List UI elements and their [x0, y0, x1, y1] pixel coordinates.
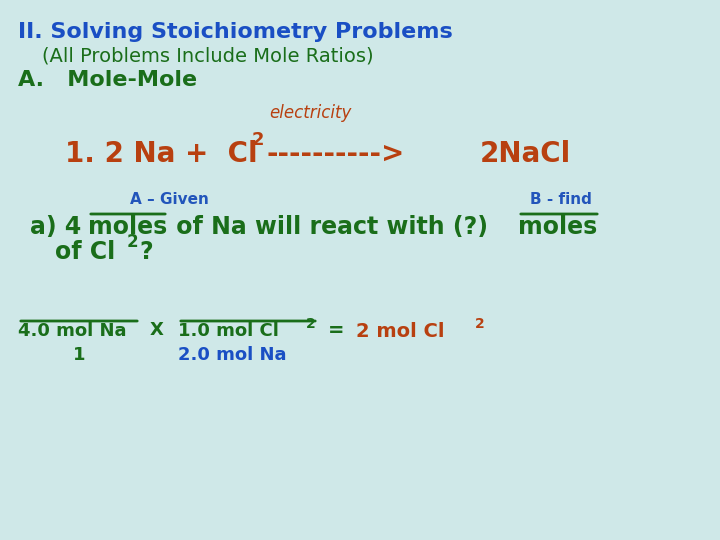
Text: B - find: B - find: [530, 192, 592, 207]
Text: 2 mol Cl: 2 mol Cl: [356, 322, 444, 341]
Text: =: =: [328, 321, 344, 340]
Text: 2: 2: [127, 233, 139, 251]
Text: 2.0 mol Na: 2.0 mol Na: [178, 346, 287, 364]
Text: of Cl: of Cl: [55, 240, 115, 264]
Text: moles: moles: [518, 215, 598, 239]
Text: 2NaCl: 2NaCl: [480, 140, 571, 168]
Text: A – Given: A – Given: [130, 192, 209, 207]
Text: of Na will react with (?): of Na will react with (?): [168, 215, 496, 239]
Text: a) 4: a) 4: [30, 215, 89, 239]
Text: 1: 1: [73, 346, 86, 364]
Text: 4.0 mol Na: 4.0 mol Na: [18, 322, 127, 340]
Text: electricity: electricity: [269, 104, 351, 122]
Text: 2: 2: [306, 317, 316, 331]
Text: 2: 2: [252, 131, 264, 149]
Text: 1. 2 Na +  Cl: 1. 2 Na + Cl: [65, 140, 258, 168]
Text: A.   Mole-Mole: A. Mole-Mole: [18, 70, 197, 90]
Text: 2: 2: [475, 317, 485, 331]
Text: 1.0 mol Cl: 1.0 mol Cl: [178, 322, 279, 340]
Text: moles: moles: [88, 215, 167, 239]
Text: X: X: [150, 321, 164, 339]
Text: ?: ?: [139, 240, 153, 264]
Text: (All Problems Include Mole Ratios): (All Problems Include Mole Ratios): [42, 46, 374, 65]
Text: II. Solving Stoichiometry Problems: II. Solving Stoichiometry Problems: [18, 22, 453, 42]
Text: ---------->: ---------->: [266, 140, 405, 168]
